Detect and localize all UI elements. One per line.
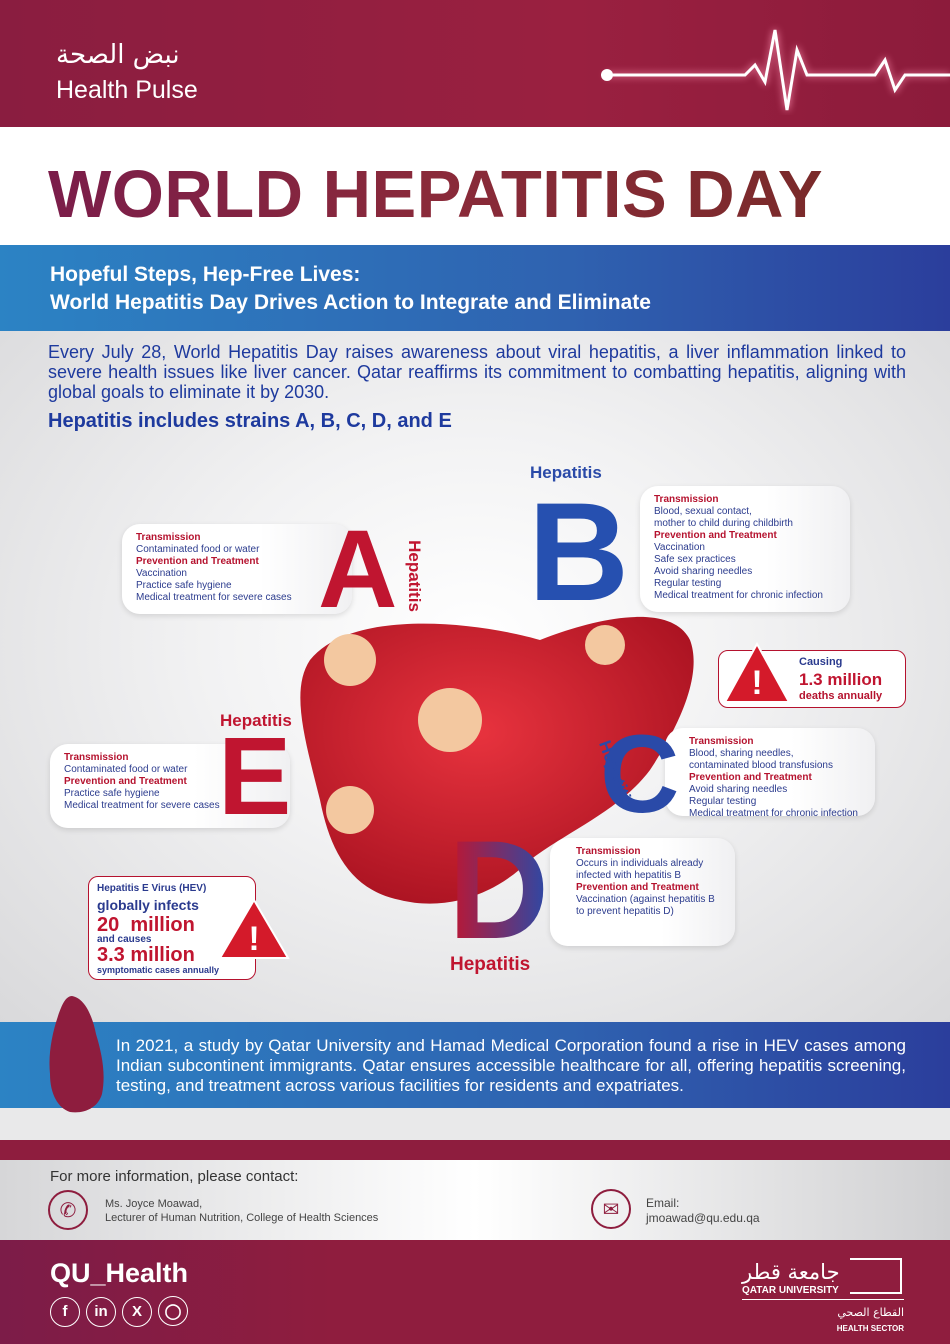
card-line: Regular testing (654, 578, 722, 589)
qu-logo-icon (850, 1258, 902, 1294)
qatar-map-icon (49, 996, 104, 1113)
letter-c: C (600, 713, 680, 836)
card-line: Practice safe hygiene (136, 580, 232, 591)
divider-strip (0, 1140, 950, 1160)
subtitle-line-1: Hopeful Steps, Hep-Free Lives: (50, 263, 361, 286)
card-line: Medical treatment for chronic infection (689, 808, 858, 819)
card-line: Blood, sharing needles, (689, 748, 794, 759)
intro-paragraph: Every July 28, World Hepatitis Day raise… (48, 342, 906, 402)
sector-english: HEALTH SECTOR (836, 1324, 904, 1333)
card-line: Practice safe hygiene (64, 788, 160, 799)
hepatitis-c-card: Transmission Blood, sharing needles, con… (665, 728, 875, 819)
hepatitis-a-card: Transmission Contaminated food or water … (122, 524, 352, 614)
transmission-label: Transmission (689, 736, 754, 747)
qatar-note-band: In 2021, a study by Qatar University and… (0, 1022, 950, 1108)
card-line: Blood, sexual contact, (654, 506, 752, 517)
social-handle: QU_Health (50, 1258, 189, 1288)
email-icon: ✉ (591, 1189, 631, 1229)
logo-divider (742, 1299, 904, 1300)
hev-suffix: symptomatic cases annually (97, 965, 220, 975)
hepatitis-d-card: Transmission Occurs in individuals alrea… (550, 838, 735, 946)
causing-label: Causing (799, 656, 843, 668)
heartbeat-icon (601, 29, 950, 111)
card-line: Vaccination (136, 568, 187, 579)
card-line: to prevent hepatitis D) (576, 906, 674, 917)
card-line: Medical treatment for severe cases (64, 800, 220, 811)
qatar-note: In 2021, a study by Qatar University and… (116, 1036, 906, 1095)
card-line: Avoid sharing needles (689, 784, 788, 795)
email-link[interactable]: jmoawad@qu.edu.qa (646, 1211, 760, 1225)
hepatitis-d-label: Hepatitis (450, 954, 531, 975)
letter-a: A (318, 508, 398, 631)
hepatitis-e-label: Hepatitis (220, 711, 292, 730)
hev-infections-value: 20 million (97, 914, 195, 936)
card-line: Avoid sharing needles (654, 566, 753, 577)
prevention-label: Prevention and Treatment (576, 882, 699, 893)
prevention-label: Prevention and Treatment (136, 556, 259, 567)
contact-name: Ms. Joyce Moawad, (105, 1198, 203, 1210)
prevention-label: Prevention and Treatment (64, 776, 187, 787)
svg-text:!: ! (248, 920, 259, 958)
letter-d: D (448, 811, 550, 968)
transmission-label: Transmission (576, 846, 641, 857)
card-line: Safe sex practices (654, 554, 736, 565)
hev-causes: and causes (97, 934, 152, 945)
transmission-label: Transmission (654, 494, 719, 505)
hev-stat-box: Hepatitis E Virus (HEV) globally infects… (88, 876, 256, 980)
contact-heading: For more information, please contact: (50, 1168, 299, 1185)
prevention-label: Prevention and Treatment (654, 530, 777, 541)
card-line: Contaminated food or water (64, 764, 188, 775)
card-line: Vaccination (654, 542, 705, 553)
transmission-label: Transmission (136, 532, 201, 543)
phone-icon: ✆ (48, 1190, 88, 1230)
deaths-suffix: deaths annually (799, 690, 883, 702)
hepatitis-e-card: Transmission Contaminated food or water … (50, 744, 290, 828)
card-line: contaminated blood transfusions (689, 760, 833, 771)
deaths-value: 1.3 million (799, 670, 883, 689)
logo-arabic: نبض الصحة (56, 40, 180, 70)
subtitle-band: Hopeful Steps, Hep-Free Lives: World Hep… (0, 245, 950, 331)
hepatitis-a-label: Hepatitis (404, 540, 424, 612)
card-line: Medical treatment for chronic infection (654, 590, 823, 601)
hepatitis-b-label: Hepatitis (530, 463, 602, 482)
sector-arabic: القطاع الصحي (837, 1306, 904, 1319)
strains-heading: Hepatitis includes strains A, B, C, D, a… (48, 410, 452, 432)
hepatitis-b-card: Transmission Blood, sexual contact, moth… (640, 486, 850, 612)
subtitle-line-2: World Hepatitis Day Drives Action to Int… (50, 291, 651, 314)
contact-section: For more information, please contact: ✆ … (0, 1160, 950, 1240)
hev-label: Hepatitis E Virus (HEV) (97, 883, 207, 894)
hev-infects: globally infects (97, 897, 199, 913)
logo-english: Health Pulse (56, 76, 198, 104)
title-band (0, 127, 950, 245)
warning-icon: ! (218, 898, 290, 959)
liver-illustration (300, 616, 694, 904)
header-banner: نبض الصحة Health Pulse (0, 0, 950, 127)
letter-b: B (528, 473, 630, 630)
card-line: Occurs in individuals already (576, 858, 704, 869)
card-line: infected with hepatitis B (576, 870, 682, 881)
instagram-icon[interactable]: ◯ (158, 1296, 188, 1326)
transmission-label: Transmission (64, 752, 129, 763)
svg-text:!: ! (751, 664, 762, 702)
page-title: WORLD HEPATITIS DAY (48, 157, 824, 232)
hev-cases-value: 3.3 million (97, 944, 195, 966)
card-line: Vaccination (against hepatitis B (576, 894, 715, 905)
card-line: mother to child during childbirth (654, 518, 793, 529)
linkedin-icon[interactable]: in (86, 1296, 116, 1327)
footer: QU_Health f in X ◯ جامعة قطر QATAR UNIVERSI… (0, 1240, 950, 1344)
card-line: Regular testing (689, 796, 757, 807)
card-line: Contaminated food or water (136, 544, 260, 555)
warning-icon: ! (723, 641, 791, 703)
letter-e: E (218, 715, 292, 838)
card-line: Medical treatment for severe cases (136, 592, 292, 603)
qu-logo-arabic: جامعة قطر (742, 1260, 840, 1284)
prevention-label: Prevention and Treatment (689, 772, 812, 783)
qu-logo-english: QATAR UNIVERSITY (742, 1285, 839, 1296)
email-label: Email: (646, 1196, 680, 1210)
x-icon[interactable]: X (122, 1296, 152, 1327)
contact-role: Lecturer of Human Nutrition, College of … (105, 1212, 379, 1224)
facebook-icon[interactable]: f (50, 1296, 80, 1327)
